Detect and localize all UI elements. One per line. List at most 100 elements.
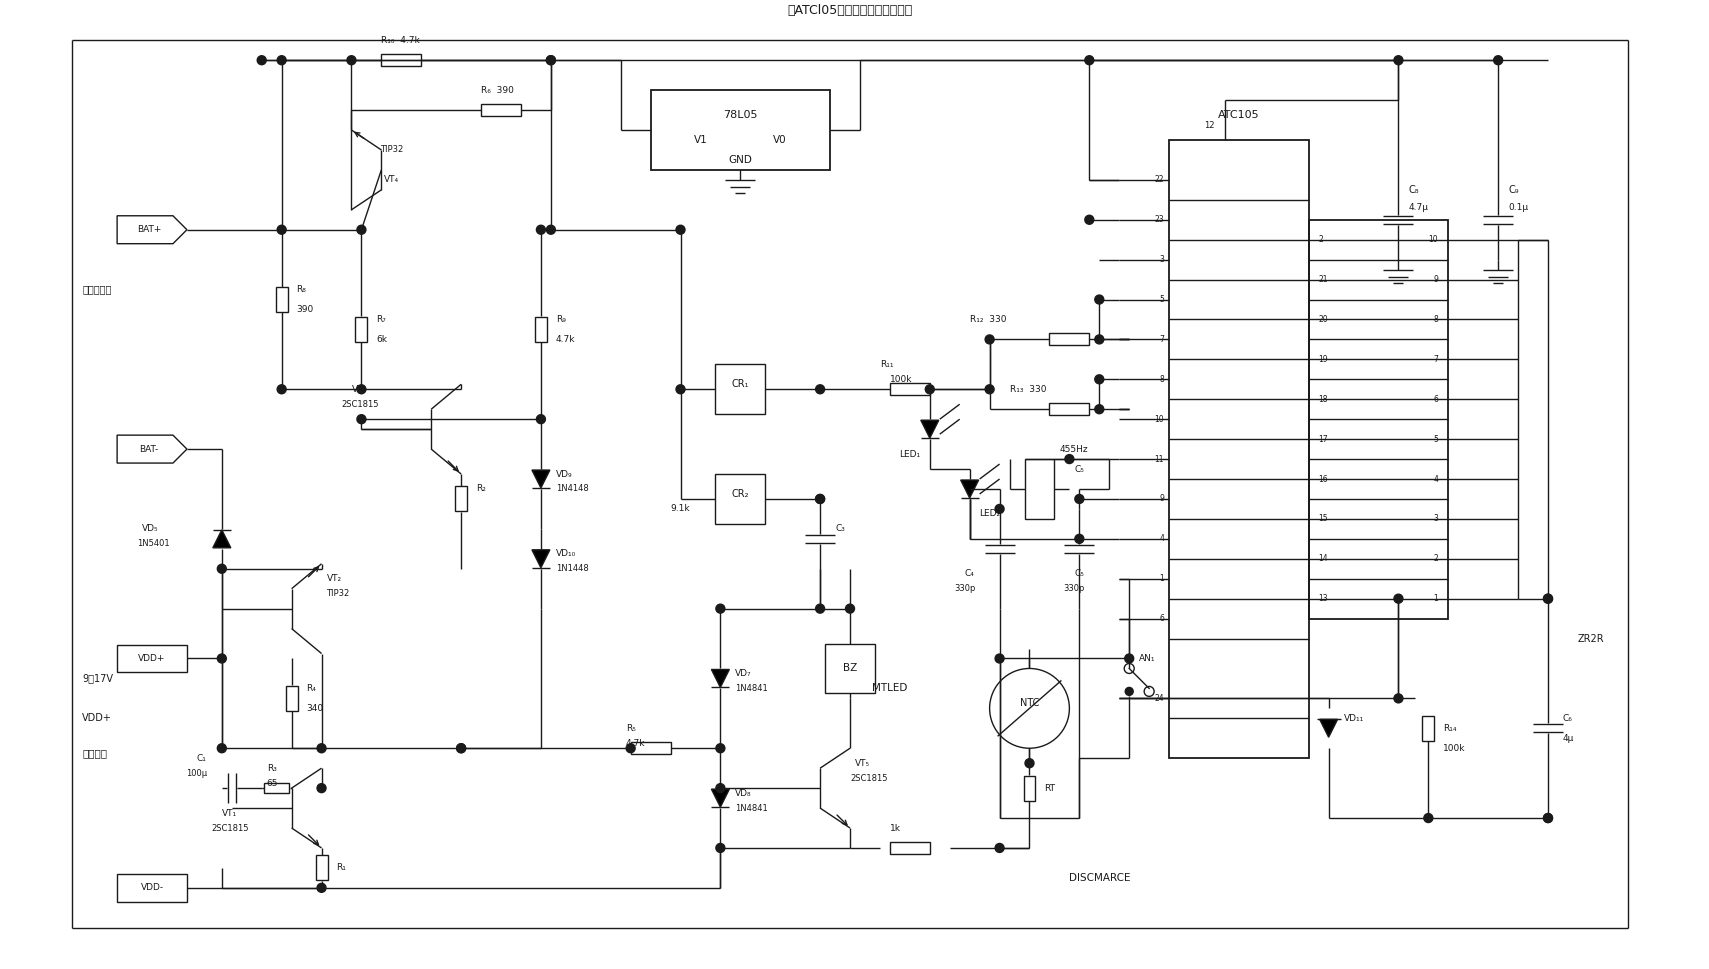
Text: TIP32: TIP32 — [379, 145, 403, 154]
Text: BAT-: BAT- — [140, 445, 159, 453]
Bar — [825, 643, 875, 694]
Text: 1: 1 — [1434, 594, 1439, 603]
Text: 8: 8 — [1159, 375, 1164, 384]
Circle shape — [277, 56, 285, 65]
Text: 18: 18 — [1319, 394, 1328, 404]
Text: 1k: 1k — [890, 824, 901, 832]
Text: VD₁₀: VD₁₀ — [555, 549, 576, 558]
Circle shape — [547, 56, 555, 65]
Text: 2SC1815: 2SC1815 — [342, 400, 379, 409]
Circle shape — [217, 744, 226, 753]
Text: 0.1μ: 0.1μ — [1507, 203, 1528, 212]
Polygon shape — [531, 549, 550, 568]
Circle shape — [537, 415, 545, 423]
Circle shape — [258, 56, 267, 65]
Circle shape — [1543, 814, 1552, 823]
Text: R₆  390: R₆ 390 — [480, 85, 514, 95]
Text: LED₂: LED₂ — [979, 510, 1000, 518]
Circle shape — [984, 385, 995, 393]
Bar — [265, 783, 289, 793]
Text: 78L05: 78L05 — [723, 110, 757, 120]
Text: VD₇: VD₇ — [735, 669, 752, 678]
Circle shape — [1424, 814, 1432, 823]
Bar — [355, 317, 367, 342]
Text: 15: 15 — [1319, 515, 1328, 523]
Text: 9: 9 — [1159, 494, 1164, 504]
Circle shape — [357, 225, 366, 234]
Text: 1: 1 — [1159, 575, 1164, 583]
Text: R₁₃  330: R₁₃ 330 — [1010, 385, 1046, 393]
Text: 455Hz: 455Hz — [1060, 445, 1089, 453]
Circle shape — [815, 494, 824, 504]
Bar — [890, 384, 930, 395]
Text: 65: 65 — [267, 779, 277, 788]
Bar — [455, 486, 467, 512]
Circle shape — [1543, 594, 1552, 603]
Circle shape — [1095, 295, 1104, 304]
Bar — [716, 474, 766, 524]
Text: MTLED: MTLED — [872, 683, 907, 694]
Text: 4.7k: 4.7k — [625, 738, 646, 748]
Text: CR₂: CR₂ — [731, 489, 749, 499]
Text: 2: 2 — [1319, 235, 1323, 244]
Text: C₄: C₄ — [966, 569, 974, 578]
Text: 2SC1815: 2SC1815 — [212, 824, 250, 832]
Text: 6k: 6k — [376, 335, 388, 344]
Circle shape — [815, 494, 824, 504]
Text: C₉: C₉ — [1507, 185, 1519, 195]
Circle shape — [815, 385, 824, 393]
Circle shape — [277, 385, 285, 393]
Bar — [118, 874, 186, 902]
Text: 340: 340 — [306, 703, 323, 713]
Bar — [890, 842, 930, 854]
Bar — [381, 54, 420, 66]
Circle shape — [1085, 215, 1094, 224]
Bar — [1049, 333, 1089, 345]
Text: VD₅: VD₅ — [142, 524, 159, 533]
Circle shape — [716, 744, 725, 753]
Circle shape — [716, 604, 725, 613]
Circle shape — [1065, 454, 1073, 463]
Text: 4: 4 — [1434, 475, 1439, 484]
Circle shape — [1095, 405, 1104, 414]
Text: C₈: C₈ — [1408, 185, 1418, 195]
Text: C₆: C₆ — [1564, 714, 1572, 723]
Text: VD₉: VD₉ — [555, 470, 573, 479]
Circle shape — [1543, 814, 1552, 823]
Text: VD₈: VD₈ — [735, 789, 752, 797]
Text: RT: RT — [1044, 784, 1056, 793]
Circle shape — [1075, 494, 1084, 504]
Circle shape — [217, 564, 226, 574]
Circle shape — [1395, 594, 1403, 603]
Text: CR₁: CR₁ — [731, 379, 749, 390]
Text: 1N4841: 1N4841 — [735, 803, 767, 813]
Text: R₉: R₉ — [555, 315, 566, 324]
Text: 3: 3 — [1159, 255, 1164, 265]
Bar — [1169, 140, 1309, 758]
Bar — [1309, 220, 1448, 618]
Circle shape — [456, 744, 465, 753]
Text: R₁₄: R₁₄ — [1444, 724, 1456, 733]
Text: 8: 8 — [1434, 315, 1439, 324]
Circle shape — [217, 654, 226, 663]
Text: 330p: 330p — [954, 584, 976, 593]
Circle shape — [925, 385, 935, 393]
Text: TIP32: TIP32 — [326, 589, 350, 598]
Text: 供电电源: 供电电源 — [82, 748, 108, 758]
Circle shape — [456, 744, 465, 753]
Text: R₅: R₅ — [625, 724, 636, 733]
Text: R₈: R₈ — [297, 285, 306, 294]
Text: 4.7k: 4.7k — [555, 335, 576, 344]
Bar — [1422, 716, 1434, 740]
Circle shape — [357, 385, 366, 393]
Circle shape — [1125, 687, 1133, 696]
Text: 16: 16 — [1319, 475, 1328, 484]
Bar — [316, 856, 328, 881]
Text: 390: 390 — [297, 305, 314, 314]
Text: 100k: 100k — [1444, 744, 1466, 753]
Text: ATC105: ATC105 — [1219, 110, 1260, 120]
Circle shape — [716, 784, 725, 793]
Text: DISCMARCE: DISCMARCE — [1070, 873, 1131, 883]
Text: BZ: BZ — [843, 664, 858, 673]
Circle shape — [984, 335, 995, 344]
